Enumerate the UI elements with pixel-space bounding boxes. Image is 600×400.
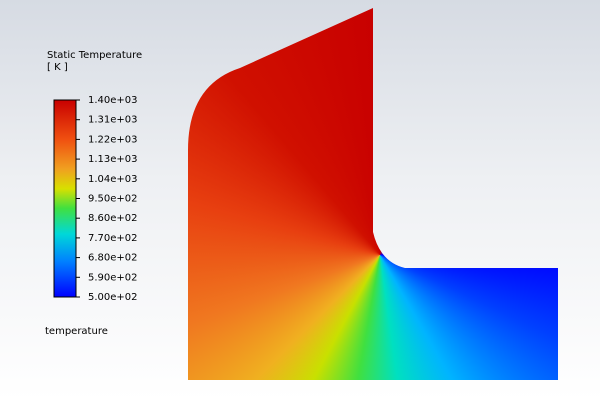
legend-title: Static Temperature xyxy=(47,50,142,61)
colorbar-tick-label: 6.80e+02 xyxy=(88,253,138,264)
colorbar-tick-label: 1.22e+03 xyxy=(88,134,138,145)
colorbar-tick-label: 1.13e+03 xyxy=(88,154,138,165)
colorbar-tick-label: 8.60e+02 xyxy=(88,213,138,224)
colorbar-tick-label: 9.50e+02 xyxy=(88,194,138,205)
colorbar-tick-label: 1.31e+03 xyxy=(88,115,138,126)
colorbar xyxy=(53,99,77,298)
colorbar-tick-label: 5.90e+02 xyxy=(88,272,138,283)
colorbar-tick-label: 1.04e+03 xyxy=(88,174,138,185)
colorbar-tick-label: 7.70e+02 xyxy=(88,233,138,244)
colorbar-tick-label: 5.00e+02 xyxy=(88,292,138,303)
legend-unit: [ K ] xyxy=(47,62,68,73)
annotation: temperature xyxy=(45,326,108,337)
colorbar-tick-label: 1.40e+03 xyxy=(88,95,138,106)
